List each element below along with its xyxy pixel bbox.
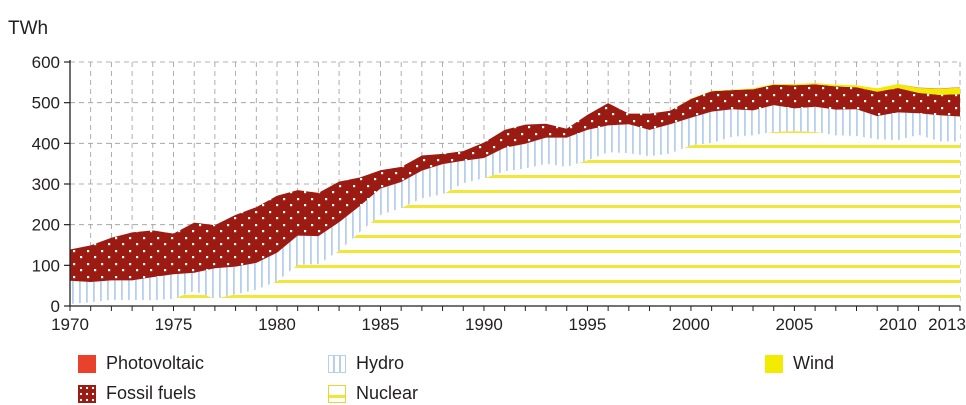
legend-item-wind: Wind [765, 353, 834, 374]
x-tick-label-1975: 1975 [155, 315, 193, 334]
legend-label-wind: Wind [793, 353, 835, 373]
y-tick-label-400: 400 [32, 134, 60, 153]
x-tick-label-2005: 2005 [776, 315, 814, 334]
x-tick-label-1980: 1980 [258, 315, 296, 334]
fossil-fuels-swatch [78, 384, 96, 403]
y-tick-label-600: 600 [32, 53, 60, 72]
y-tick-label-300: 300 [32, 175, 60, 194]
legend-label-photovoltaic: Photovoltaic [106, 353, 205, 373]
hydro-swatch [328, 354, 346, 373]
y-tick-label-200: 200 [32, 216, 60, 235]
x-tick-label-2013: 2013 [928, 315, 966, 334]
y-axis: 0 100 200 300 400 500 600 [32, 53, 70, 316]
legend-item-hydro: Hydro [328, 353, 404, 374]
x-tick-label-2010: 2010 [879, 315, 917, 334]
wind-swatch [765, 354, 783, 373]
x-axis: 1970 1975 1980 1985 1990 1995 2000 2005 2010 2013 [51, 306, 966, 334]
area-nuclear [70, 131, 960, 306]
x-tick-label-2000: 2000 [672, 315, 710, 334]
y-tick-label-500: 500 [32, 94, 60, 113]
x-tick-label-1990: 1990 [465, 315, 503, 334]
series-areas [70, 83, 960, 306]
legend-item-fossil-fuels: Fossil fuels [78, 383, 196, 404]
legend-label-hydro: Hydro [356, 353, 405, 373]
legend-label-fossil-fuels: Fossil fuels [106, 383, 197, 403]
y-tick-label-0: 0 [51, 297, 60, 316]
photovoltaic-swatch [78, 354, 96, 373]
area-hydro [70, 105, 960, 304]
y-tick-label-100: 100 [32, 256, 60, 275]
stacked-area-chart: TWh 0 100 200 300 400 500 600 1970 1975 1980 1985… [8, 18, 966, 334]
nuclear-swatch [328, 384, 346, 403]
unit-label: TWh [8, 18, 48, 39]
x-tick-label-1970: 1970 [51, 315, 89, 334]
legend-item-nuclear: Nuclear [328, 383, 418, 404]
legend: Photovoltaic Fossil fuels Hydro Nuclear … [0, 346, 966, 405]
x-tick-label-1985: 1985 [362, 315, 400, 334]
x-tick-label-1995: 1995 [569, 315, 607, 334]
area-fossil-fuels [70, 84, 960, 283]
legend-label-nuclear: Nuclear [356, 383, 419, 403]
legend-item-photovoltaic: Photovoltaic [78, 353, 204, 374]
